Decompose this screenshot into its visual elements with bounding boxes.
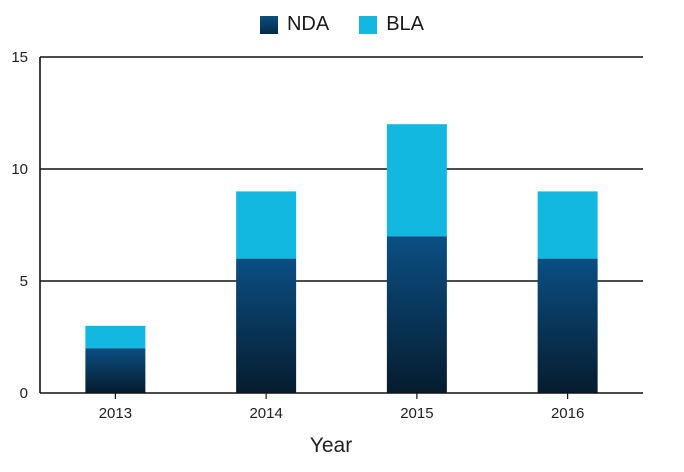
legend: NDA BLA [0, 13, 684, 36]
y-tick-label-0: 0 [20, 385, 28, 402]
bar-bla-2013 [85, 325, 146, 349]
y-tick-label-10: 10 [11, 161, 28, 178]
legend-label-bla: BLA [386, 13, 425, 35]
bars [85, 124, 598, 393]
legend-item-nda: NDA [259, 13, 330, 36]
x-tick-label-2016: 2016 [551, 405, 584, 422]
x-tick-label-2013: 2013 [99, 405, 132, 422]
x-tick-label-2014: 2014 [249, 405, 282, 422]
bar-nda-2014 [236, 258, 297, 393]
bar-bla-2014 [236, 191, 297, 259]
legend-swatch-nda [259, 15, 278, 34]
x-axis-title: Year [310, 434, 352, 457]
bar-nda-2016 [537, 258, 598, 393]
y-tick-label-5: 5 [20, 273, 28, 290]
bar-nda-2015 [386, 236, 447, 393]
legend-label-nda: NDA [286, 13, 330, 35]
legend-item-bla: BLA [359, 13, 424, 36]
legend-swatch-bla [359, 15, 378, 34]
axes: 0 5 10 15 2013 2014 2015 2016 [11, 49, 643, 422]
bar-nda-2013 [85, 348, 146, 393]
bar-bla-2015 [386, 124, 447, 237]
bar-bla-2016 [537, 191, 598, 259]
x-tick-label-2015: 2015 [400, 405, 433, 422]
y-tick-label-15: 15 [11, 49, 28, 66]
